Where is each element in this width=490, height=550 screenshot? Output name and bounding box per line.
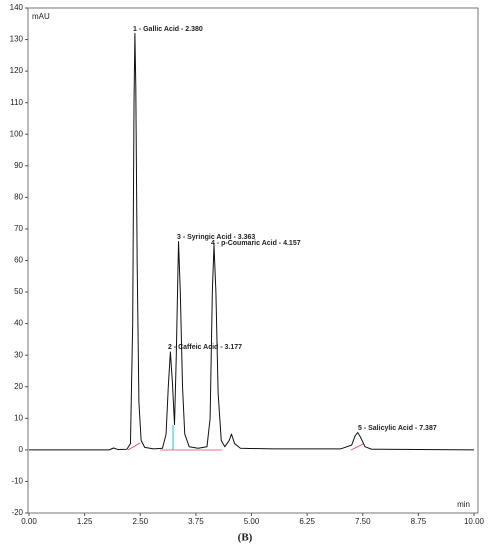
y-tick-label: 80 (14, 192, 23, 201)
y-tick-label: 140 (10, 3, 24, 12)
x-tick-label: 1.25 (77, 517, 93, 526)
y-tick-label: 30 (14, 350, 23, 359)
x-tick-label: 2.50 (132, 517, 148, 526)
integration-baseline (127, 442, 141, 451)
plot-frame (27, 7, 479, 514)
integration-baseline (350, 443, 364, 451)
y-tick-label: -20 (11, 508, 23, 517)
y-tick-label: 100 (10, 129, 24, 138)
x-tick-label: 8.75 (411, 517, 427, 526)
peak-label: 4 - p-Coumaric Acid - 4.157 (211, 240, 301, 247)
caption: (B) (238, 532, 253, 544)
x-tick-label: 3.75 (188, 517, 204, 526)
y-tick-label: 40 (14, 319, 23, 328)
y-tick-label: 70 (14, 224, 23, 233)
y-tick-label: 60 (14, 256, 23, 265)
y-tick-label: 130 (10, 35, 24, 44)
chromatogram-line (29, 32, 475, 451)
x-tick-label: 6.25 (299, 517, 315, 526)
peak-label: 2 - Caffeic Acid - 3.177 (168, 344, 242, 351)
y-tick-label: 110 (10, 98, 23, 107)
y-tick-label: 90 (14, 161, 23, 170)
y-tick-label: 120 (10, 66, 24, 75)
y-tick-label: 20 (14, 382, 23, 391)
peak-label: 5 - Salicylic Acid - 7.387 (358, 425, 437, 432)
x-tick-label: 7.50 (355, 517, 371, 526)
x-tick-label: 5.00 (244, 517, 260, 526)
y-tick-label: 0 (19, 445, 24, 454)
peak-label: 1 - Gallic Acid - 2.380 (133, 26, 203, 33)
y-tick-label: 50 (14, 287, 23, 296)
y-tick-label: 10 (14, 413, 23, 422)
x-tick-label: 10.00 (464, 517, 485, 526)
x-axis-label: min (457, 500, 470, 509)
peak-label: 3 - Syringic Acid - 3.363 (177, 234, 255, 241)
y-tick-label: -10 (11, 477, 23, 486)
y-axis-label: mAU (32, 12, 50, 21)
x-tick-label: 0.00 (21, 517, 37, 526)
